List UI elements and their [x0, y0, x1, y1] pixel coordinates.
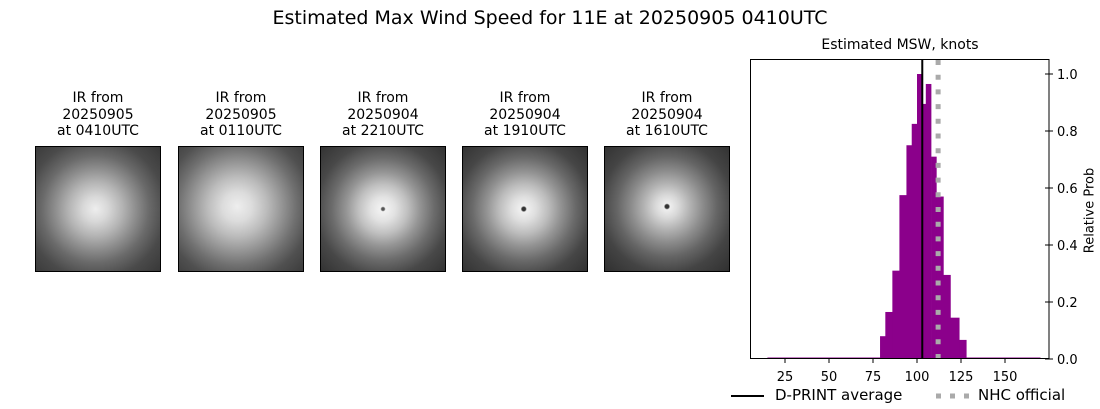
histogram-bar	[936, 196, 944, 359]
y-axis-label: Relative Prob	[1082, 167, 1098, 254]
ir-panel-title-line2: 20250905	[62, 106, 134, 123]
ir-panel-title-line3: at 1610UTC	[626, 123, 708, 139]
histogram-bar	[906, 145, 913, 359]
ir-panel-title-line2: 20250904	[347, 106, 419, 123]
y-tick-label: 0.2	[1057, 296, 1078, 311]
ir-image-2	[178, 146, 304, 272]
ir-panel-title-line2: 20250904	[489, 106, 561, 123]
ir-panel-title-line3: at 2210UTC	[342, 123, 424, 139]
ir-image-1	[35, 146, 161, 272]
ir-panel-title-line1: IR from	[215, 90, 267, 106]
histogram-bar	[921, 103, 927, 359]
ir-panel-title-3: IR from 20250904 at 2210UTC	[303, 90, 463, 140]
reference-lines	[921, 60, 941, 358]
y-tick-label: 0.6	[1057, 182, 1078, 197]
ir-panel-title-line3: at 1910UTC	[484, 123, 566, 139]
y-axis-ticks: 0.0 0.2 0.4 0.6 0.8 1.0	[1045, 68, 1078, 368]
ir-panel-title-line1: IR from	[641, 90, 693, 106]
ir-panel-title-line2: 20250904	[631, 106, 703, 123]
legend-dprint-average: D-PRINT average	[775, 386, 903, 404]
histogram-bar	[943, 274, 951, 359]
legend-dotted-line-icon	[936, 393, 969, 399]
ir-panel-title-line1: IR from	[357, 90, 409, 106]
x-tick-label: 150	[993, 370, 1018, 385]
histogram-bar	[931, 156, 937, 359]
ir-image-5	[604, 146, 730, 272]
x-tick-label: 125	[949, 370, 974, 385]
y-tick-label: 0.4	[1057, 239, 1078, 254]
ir-panel-title-2: IR from 20250905 at 0110UTC	[161, 90, 321, 140]
histogram-bar	[959, 339, 967, 359]
ir-panel-title-line3: at 0110UTC	[200, 123, 282, 139]
y-tick-label: 0.0	[1057, 353, 1078, 368]
ir-panel-title-4: IR from 20250904 at 1910UTC	[445, 90, 605, 140]
ir-panel-title-line3: at 0410UTC	[57, 123, 139, 139]
x-tick-label: 75	[865, 370, 882, 385]
ir-panel-title-5: IR from 20250904 at 1610UTC	[587, 90, 747, 140]
histogram-bar	[917, 74, 922, 359]
ir-panel-title-line2: 20250905	[205, 106, 277, 123]
histogram-bar	[950, 317, 960, 359]
ir-panel-title-line1: IR from	[499, 90, 551, 106]
ir-panel-title-line1: IR from	[72, 90, 124, 106]
chart-title: Estimated MSW, knots	[821, 37, 979, 53]
x-tick-label: 25	[777, 370, 794, 385]
y-tick-label: 1.0	[1057, 68, 1078, 83]
ir-image-4	[462, 146, 588, 272]
ir-panel-title-1: IR from 20250905 at 0410UTC	[18, 90, 178, 140]
histogram-bar	[892, 270, 900, 359]
legend-solid-line-icon	[731, 395, 764, 397]
histogram-bar	[911, 123, 918, 359]
histogram-bars	[767, 74, 1041, 359]
legend-nhc-official: NHC official	[978, 386, 1066, 404]
histogram-bar	[899, 195, 907, 359]
y-tick-label: 0.8	[1057, 125, 1078, 140]
histogram-bar	[880, 336, 886, 359]
histogram-bar	[885, 311, 893, 359]
x-tick-label: 100	[905, 370, 930, 385]
figure-title: Estimated Max Wind Speed for 11E at 2025…	[272, 7, 828, 29]
plot-frame	[750, 59, 1050, 359]
ir-image-3	[320, 146, 446, 272]
x-axis-ticks: 25 50 75 100 125 150	[777, 359, 1018, 385]
histogram-bar	[925, 83, 932, 359]
x-tick-label: 50	[821, 370, 838, 385]
